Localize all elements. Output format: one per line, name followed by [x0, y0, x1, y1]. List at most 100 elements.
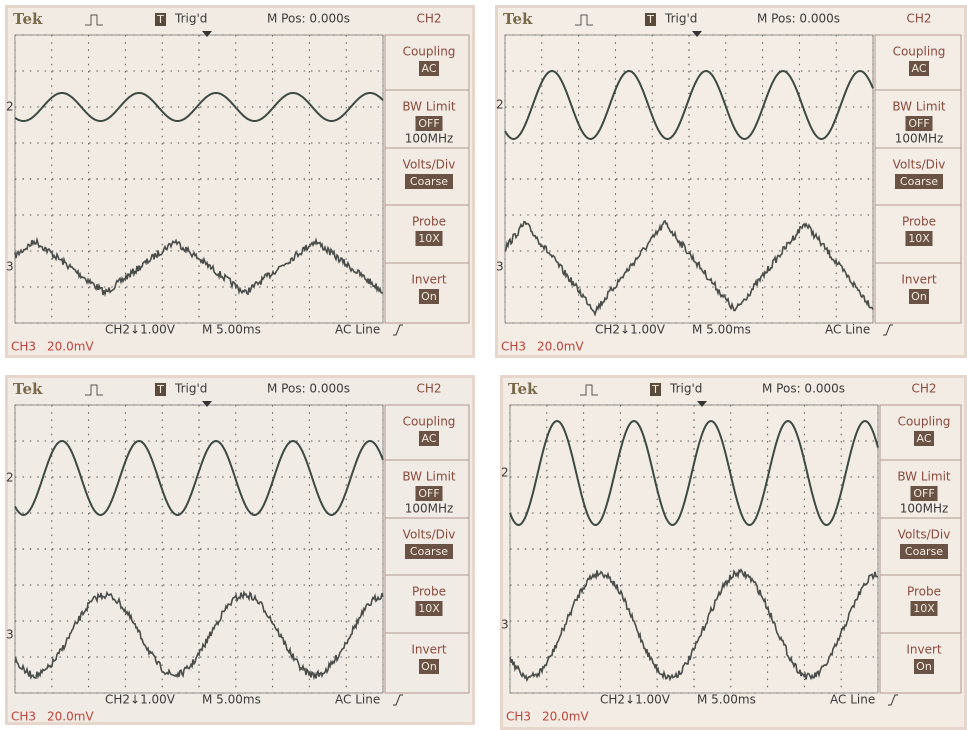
menu-value: 10X	[418, 602, 440, 615]
screen-bg	[498, 8, 964, 355]
ch3-trace	[504, 219, 874, 317]
trig-icon-box	[645, 13, 656, 26]
acq-icon	[85, 14, 103, 26]
slope-icon	[393, 324, 403, 336]
brand: Tek	[503, 10, 533, 28]
channel-title: CH2	[416, 12, 441, 26]
brand: Tek	[13, 380, 43, 398]
menu-value-box	[415, 486, 443, 501]
menu-value: OFF	[913, 487, 934, 500]
menu-value-box	[415, 116, 443, 131]
menu-value: AC	[911, 62, 926, 75]
menu-value-box	[900, 544, 948, 559]
ch2-trace	[504, 69, 874, 140]
menu-label: Coupling	[893, 45, 946, 59]
menu-value-box	[909, 61, 929, 76]
menu-label: BW Limit	[402, 470, 456, 484]
menu-detail: 100MHz	[405, 132, 454, 146]
ch2-marker: 2	[501, 466, 509, 480]
menu-label: BW Limit	[892, 100, 946, 114]
menu-value: On	[421, 660, 437, 673]
channel-title: CH2	[906, 12, 931, 26]
menu-box	[879, 632, 962, 694]
menu-value: Coarse	[410, 545, 448, 558]
ch3-trace	[509, 568, 879, 683]
menu-label: Coupling	[898, 415, 951, 429]
ch3-scale: 20.0mV	[537, 340, 584, 354]
plot-border	[509, 404, 879, 694]
menu-value-box	[419, 431, 439, 446]
menu-value: 10X	[908, 232, 930, 245]
ch3-marker: 3	[6, 260, 14, 274]
menu-value: AC	[916, 432, 931, 445]
menu-label: Probe	[907, 585, 941, 599]
ch3-marker: 3	[496, 260, 504, 274]
scope-screen: Tek T Trig'd M Pos: 0.000s CH2 2 3 Coupling AC BW…	[5, 5, 475, 358]
menu-value: OFF	[908, 117, 929, 130]
ch3-label: CH3	[506, 710, 531, 724]
ch2-scale: CH2↓1.00V	[105, 323, 176, 337]
menu-label: Invert	[906, 643, 942, 657]
channel-title: CH2	[416, 382, 441, 396]
ch2-marker: 2	[6, 100, 14, 114]
ch2-scale: CH2↓1.00V	[595, 323, 666, 337]
slope-icon	[888, 694, 898, 706]
position: M Pos: 0.000s	[762, 382, 845, 396]
scope-screen: Tek T Trig'd M Pos: 0.000s CH2 2 3 Coupling AC BW…	[495, 5, 967, 358]
menu-label: Invert	[411, 273, 447, 287]
timebase: M 5.00ms	[697, 693, 756, 707]
menu-label: Probe	[412, 215, 446, 229]
menu-value: OFF	[418, 487, 439, 500]
trigger-status: Trig'd	[174, 12, 207, 26]
ch2-marker: 2	[496, 98, 504, 112]
menu-value: Coarse	[410, 175, 448, 188]
menu-label: Volts/Div	[898, 528, 951, 542]
trig-icon: T	[156, 13, 164, 26]
acq-icon	[580, 384, 598, 396]
acq-icon	[575, 14, 593, 26]
ch3-scale: 20.0mV	[542, 710, 589, 724]
menu-box	[874, 262, 962, 324]
ch2-trace	[509, 419, 879, 526]
trigger-pos-marker	[697, 401, 707, 407]
scope-screen: Tek T Trig'd M Pos: 0.000s CH2 2 3 Coupling AC BW…	[5, 375, 475, 725]
screen-bg	[503, 378, 964, 727]
menu-value: Coarse	[905, 545, 943, 558]
menu-value-box	[905, 116, 933, 131]
menu-value: AC	[421, 432, 436, 445]
menu-value-box	[419, 61, 439, 76]
ch2-trace	[14, 92, 384, 122]
menu-value-box	[415, 601, 443, 616]
menu-value: Coarse	[900, 175, 938, 188]
trig-icon: T	[646, 13, 654, 26]
menu-value-box	[405, 174, 453, 189]
menu-value-box	[910, 601, 938, 616]
trig-icon-box	[155, 13, 166, 26]
ch3-label: CH3	[11, 340, 36, 354]
slope-icon	[393, 694, 403, 706]
menu-label: Probe	[412, 585, 446, 599]
menu-value-box	[910, 486, 938, 501]
trigger-status: Trig'd	[669, 382, 702, 396]
trigger-status: Trig'd	[174, 382, 207, 396]
menu-value-box	[914, 431, 934, 446]
position: M Pos: 0.000s	[267, 382, 350, 396]
ch3-scale: 20.0mV	[47, 710, 94, 724]
trigger-pos-marker	[692, 31, 702, 37]
slope-icon	[883, 324, 893, 336]
trigger-pos-marker	[202, 31, 212, 37]
menu-box	[384, 262, 470, 324]
menu-value-box	[419, 289, 439, 304]
menu-value-box	[914, 659, 934, 674]
ch3-trace	[14, 236, 384, 298]
plot-border	[14, 34, 384, 324]
menu-label: Invert	[411, 643, 447, 657]
menu-box	[384, 632, 470, 694]
menu-value-box	[909, 289, 929, 304]
trigger-status: Trig'd	[664, 12, 697, 26]
brand: Tek	[13, 10, 43, 28]
trig-icon-box	[650, 383, 661, 396]
menu-label: BW Limit	[897, 470, 951, 484]
menu-detail: 100MHz	[405, 502, 454, 516]
